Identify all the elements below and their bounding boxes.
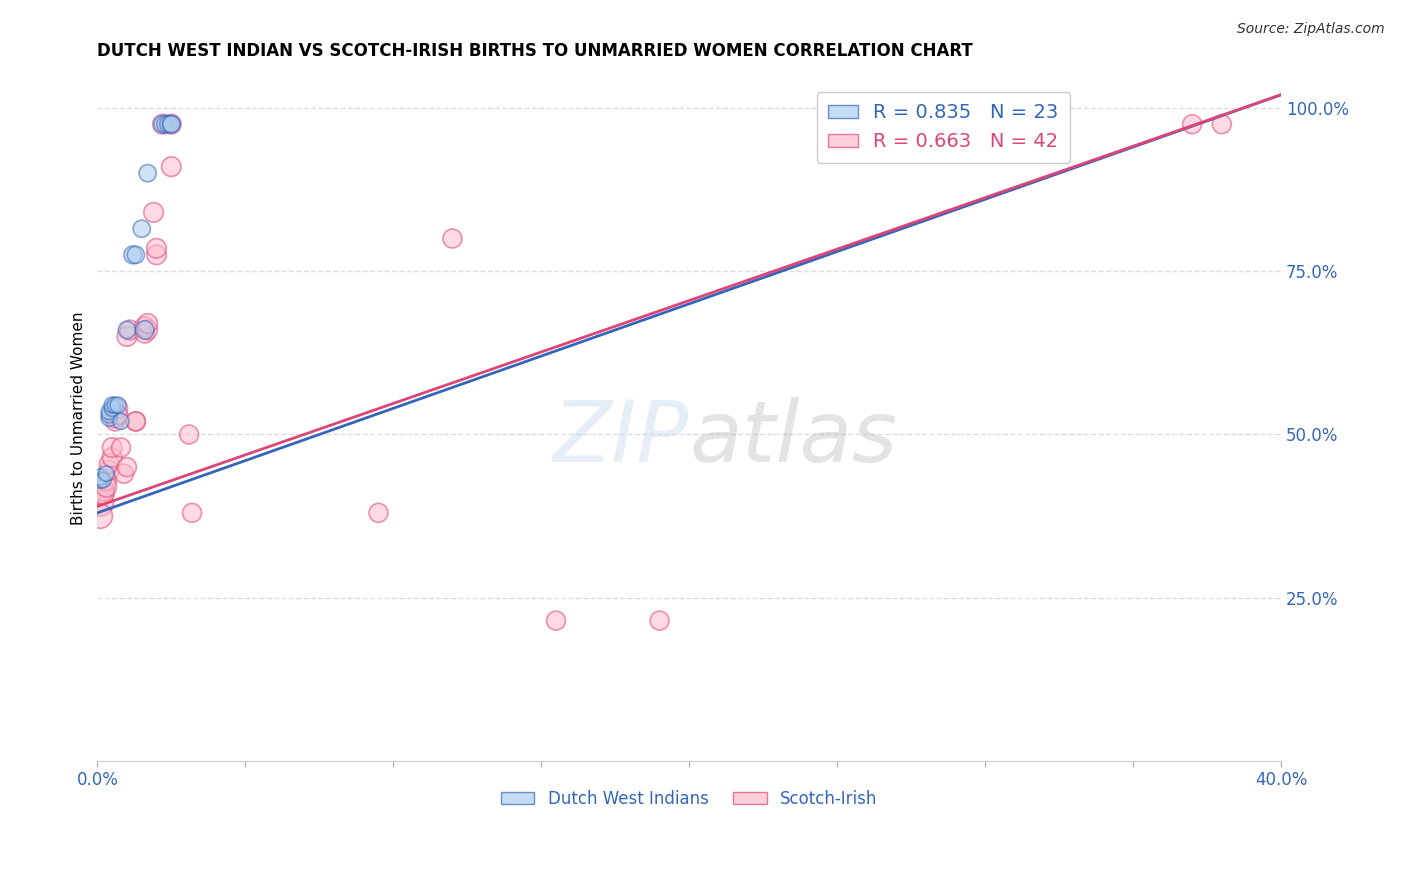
Point — [648, 614, 671, 628]
Point — [152, 117, 174, 131]
Text: atlas: atlas — [689, 397, 897, 480]
Point — [91, 486, 114, 500]
Legend: Dutch West Indians, Scotch-Irish: Dutch West Indians, Scotch-Irish — [494, 783, 884, 814]
Point — [101, 401, 124, 416]
Point — [89, 470, 111, 484]
Point — [96, 480, 118, 494]
Point — [110, 441, 132, 455]
Point — [125, 414, 148, 428]
Point — [107, 408, 129, 422]
Point — [155, 117, 177, 131]
Text: Source: ZipAtlas.com: Source: ZipAtlas.com — [1237, 22, 1385, 37]
Text: DUTCH WEST INDIAN VS SCOTCH-IRISH BIRTHS TO UNMARRIED WOMEN CORRELATION CHART: DUTCH WEST INDIAN VS SCOTCH-IRISH BIRTHS… — [97, 42, 973, 60]
Point — [104, 398, 127, 412]
Point — [101, 441, 124, 455]
Point — [98, 411, 121, 425]
Point — [101, 398, 124, 412]
Point — [98, 457, 121, 471]
Point — [134, 326, 156, 341]
Point — [115, 329, 138, 343]
Point — [112, 467, 135, 481]
Point — [160, 160, 183, 174]
Point — [177, 427, 200, 442]
Point — [367, 506, 389, 520]
Point — [544, 614, 567, 628]
Point — [160, 117, 183, 131]
Point — [115, 460, 138, 475]
Point — [1181, 117, 1204, 131]
Point — [157, 117, 180, 131]
Point — [145, 248, 167, 262]
Point — [107, 398, 129, 412]
Point — [89, 483, 111, 497]
Point — [104, 414, 127, 428]
Text: ZIP: ZIP — [553, 397, 689, 480]
Point — [1211, 117, 1233, 131]
Point — [91, 473, 114, 487]
Point — [104, 411, 127, 425]
Point — [91, 483, 114, 497]
Point — [441, 231, 464, 245]
Point — [115, 323, 138, 337]
Point — [136, 323, 159, 337]
Point — [142, 205, 165, 219]
Point — [110, 414, 132, 428]
Point — [136, 317, 159, 331]
Y-axis label: Births to Unmarried Women: Births to Unmarried Women — [72, 311, 86, 524]
Point — [1004, 117, 1026, 131]
Point — [96, 467, 118, 481]
Point — [145, 241, 167, 255]
Point — [98, 408, 121, 422]
Point — [134, 319, 156, 334]
Point — [89, 496, 111, 510]
Point — [101, 450, 124, 465]
Point — [98, 463, 121, 477]
Point — [160, 117, 183, 131]
Point — [125, 248, 148, 262]
Point — [134, 323, 156, 337]
Point — [89, 473, 111, 487]
Point — [89, 509, 111, 524]
Point — [136, 166, 159, 180]
Point — [107, 401, 129, 416]
Point — [96, 473, 118, 487]
Point — [98, 404, 121, 418]
Point — [152, 117, 174, 131]
Point — [181, 506, 204, 520]
Point — [121, 248, 143, 262]
Point — [125, 414, 148, 428]
Point — [884, 117, 907, 131]
Point — [118, 323, 141, 337]
Point — [131, 221, 153, 235]
Point — [160, 117, 183, 131]
